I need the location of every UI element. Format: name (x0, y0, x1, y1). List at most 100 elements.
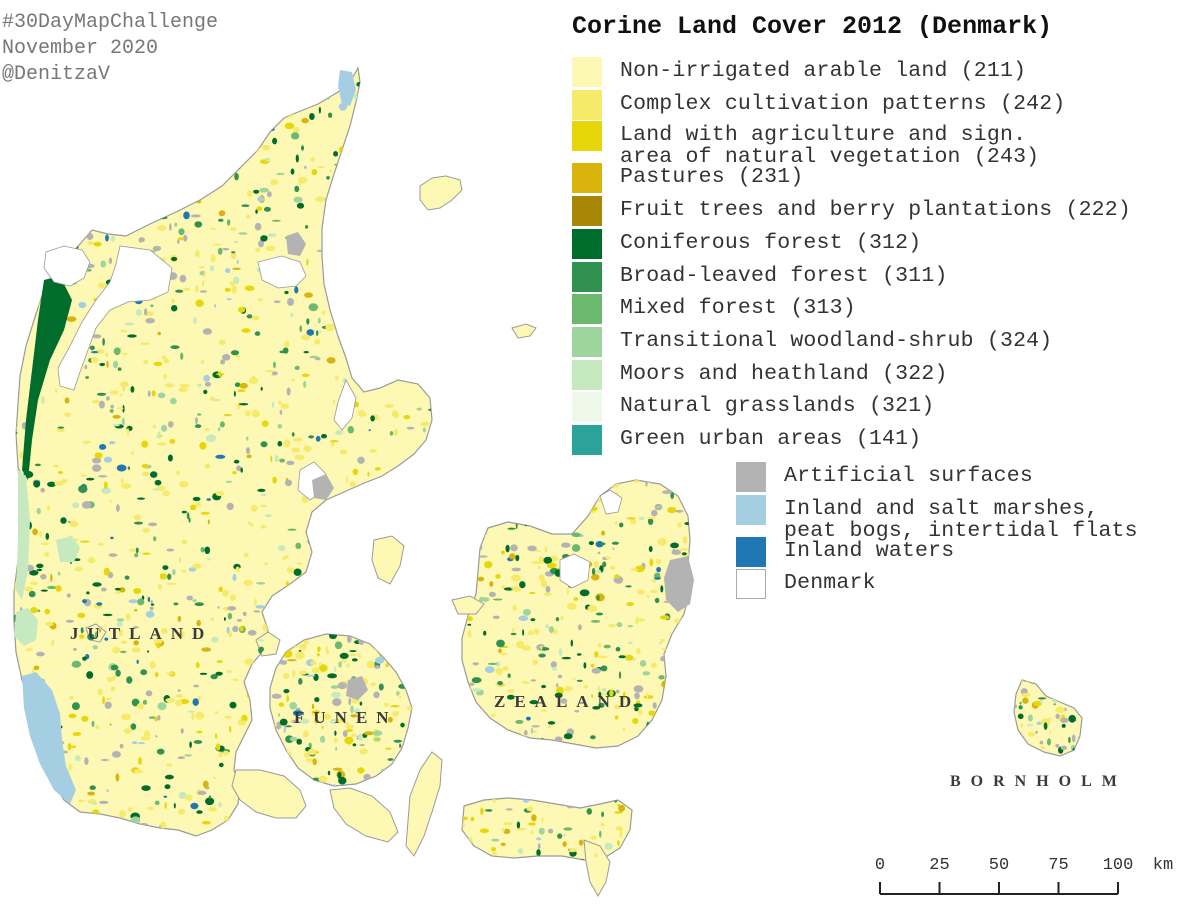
land-cover-patch (170, 397, 177, 405)
land-cover-patch (270, 741, 277, 746)
land-cover-patch (195, 662, 200, 669)
land-cover-patch (326, 176, 330, 180)
land-cover-patch (149, 661, 156, 669)
land-cover-patch (287, 297, 294, 306)
land-cover-patch (541, 817, 544, 823)
land-cover-patch (425, 556, 431, 562)
land-cover-patch (271, 401, 275, 409)
land-cover-patch (550, 521, 561, 525)
land-cover-patch (73, 647, 77, 651)
land-cover-patch (370, 119, 380, 126)
land-cover-patch (338, 776, 347, 785)
land-cover-patch (45, 621, 54, 627)
land-cover-patch (116, 621, 123, 627)
land-cover-patch (127, 807, 133, 813)
land-cover-patch (264, 562, 268, 566)
land-cover-patch (287, 775, 295, 779)
land-cover-patch (566, 588, 570, 595)
land-cover-patch (227, 612, 233, 620)
land-cover-patch (189, 504, 197, 511)
land-cover-patch (164, 802, 167, 809)
land-cover-patch (400, 368, 406, 374)
land-cover-patch (119, 587, 126, 593)
land-cover-patch (418, 85, 423, 93)
land-cover-patch (106, 360, 109, 368)
land-cover-patch (318, 775, 328, 783)
land-cover-patch (543, 496, 550, 505)
land-cover-patch (648, 546, 653, 552)
land-cover-patch (353, 183, 363, 188)
land-cover-patch (499, 653, 509, 656)
land-cover-patch (583, 662, 587, 669)
land-cover-patch (420, 497, 424, 503)
land-cover-patch (68, 520, 79, 528)
land-cover-patch (269, 615, 275, 623)
land-cover-patch (55, 388, 58, 394)
land-cover-patch (338, 661, 342, 668)
land-cover-patch (270, 677, 273, 682)
land-cover-patch (680, 808, 690, 815)
land-cover-patch (60, 160, 69, 166)
land-cover-patch (347, 583, 357, 589)
land-cover-patch (265, 245, 276, 252)
land-cover-patch (311, 608, 317, 612)
land-cover-patch (404, 665, 410, 671)
land-cover-patch (622, 792, 633, 801)
land-cover-patch (561, 656, 572, 660)
land-cover-patch (373, 691, 380, 699)
land-cover-patch (374, 645, 383, 652)
land-cover-patch (617, 840, 620, 846)
land-cover-patch (30, 188, 39, 194)
land-cover-patch (358, 197, 362, 202)
land-cover-patch (515, 521, 518, 530)
land-cover-patch (364, 635, 370, 642)
land-cover-patch (217, 606, 220, 609)
land-cover-patch (433, 218, 437, 224)
land-cover-patch (58, 820, 65, 827)
landmass-island (583, 839, 611, 898)
land-cover-patch (369, 598, 373, 605)
land-cover-patch (187, 710, 195, 713)
land-cover-patch (230, 350, 240, 356)
land-cover-patch (573, 500, 583, 505)
land-cover-patch (133, 588, 142, 594)
land-cover-patch (595, 569, 602, 574)
land-cover-patch (258, 298, 263, 302)
land-cover-patch (1017, 713, 1024, 720)
land-cover-patch (255, 209, 258, 214)
land-cover-patch (161, 424, 168, 432)
land-cover-patch (396, 691, 400, 696)
land-cover-patch (147, 390, 151, 397)
land-cover-patch (557, 833, 563, 839)
land-cover-patch (410, 146, 417, 150)
land-cover-patch (370, 213, 374, 219)
land-cover-patch (389, 782, 397, 786)
land-cover-patch (581, 483, 585, 492)
land-cover-patch (154, 672, 159, 678)
land-cover-patch (1019, 701, 1022, 705)
land-cover-patch (59, 204, 62, 211)
land-cover-patch (121, 713, 131, 721)
land-cover-patch (481, 597, 490, 602)
land-cover-patch (154, 479, 162, 486)
land-cover-patch (1021, 693, 1031, 697)
land-cover-patch (226, 502, 234, 511)
land-cover-patch (425, 620, 432, 626)
land-cover-patch (521, 493, 525, 500)
land-cover-patch (82, 440, 91, 444)
land-cover-patch (677, 480, 687, 483)
land-cover-patch (614, 521, 618, 525)
legend-item: Broad-leaved forest (311) (572, 262, 948, 292)
land-cover-patch (429, 668, 432, 674)
land-cover-patch (134, 609, 138, 612)
land-cover-patch (601, 687, 607, 692)
land-cover-patch (340, 320, 347, 329)
land-cover-patch (421, 281, 430, 286)
land-cover-patch (389, 431, 394, 436)
land-cover-patch (181, 510, 187, 514)
land-cover-patch (152, 488, 159, 491)
land-cover-patch (170, 345, 180, 350)
land-cover-patch (301, 373, 310, 378)
land-cover-patch (412, 726, 415, 729)
land-cover-patch (601, 795, 605, 802)
